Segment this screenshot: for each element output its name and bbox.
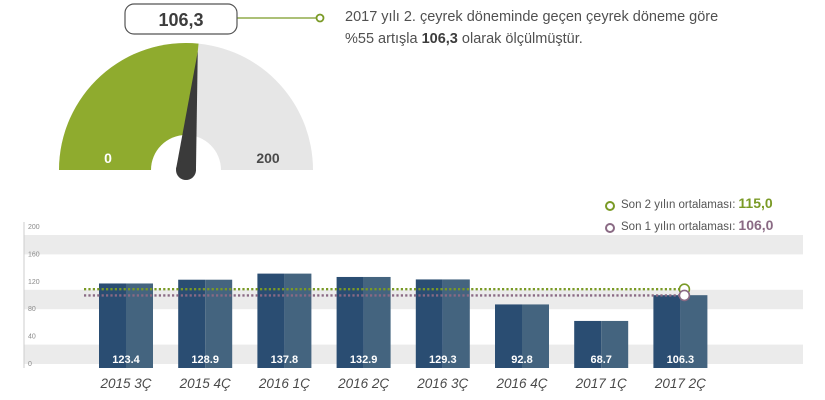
bar: 128.9 [178,279,233,368]
bar-left-face [574,320,602,368]
legend-label-2y: Son 2 yılın ortalaması: [621,199,736,211]
bar-right-face [680,295,708,368]
chart-bars: 123.4 128.9 137.8 132.9 129.3 92.8 68.7 106.3 [99,273,708,368]
bar: 132.9 [336,276,391,368]
x-tick-label: 2015 4Ç [179,376,231,391]
legend-item-1y: Son 1 yılın ortalaması: 106,0 [605,217,773,233]
bar-left-face [495,304,522,368]
legend-marker-1y [605,223,615,233]
x-tick-label: 2017 1Ç [575,376,627,391]
bar-value-label: 128.9 [191,354,219,366]
bar-right-face [601,320,629,368]
gauge: 106,3 0 200 [59,3,325,180]
bar: 106.3 [653,295,708,368]
bar-value-label: 137.8 [271,354,299,366]
bar-value-label: 92.8 [511,354,532,366]
reference-lines [84,283,691,302]
legend-item-2y: Son 2 yılın ortalaması: 115,0 [605,195,773,211]
x-tick-label: 2017 2Ç [654,376,706,391]
bar-right-face [126,283,153,368]
description: 2017 yılı 2. çeyrek döneminde geçen çeyr… [345,6,815,50]
x-tick-label: 2016 4Ç [495,376,547,391]
legend-value-2y: 115,0 [738,195,773,211]
gauge-needle [176,51,198,171]
bar-value-label: 129.3 [429,354,457,366]
bar-value-label: 68.7 [590,354,611,366]
gauge-value-label: 106,3 [158,10,203,30]
bar-right-face [442,279,470,368]
bar: 92.8 [495,304,549,368]
chart-band [24,235,803,255]
callout-dot [315,13,325,23]
y-tick-label: 0 [28,361,32,368]
x-tick-label: 2016 3Ç [416,376,468,391]
description-line-1: 2017 yılı 2. çeyrek döneminde geçen çeyr… [345,9,719,25]
y-tick-label: 200 [28,224,40,231]
description-value: 106,3 [421,31,458,47]
y-tick-label: 160 [28,251,40,258]
y-tick-label: 120 [28,279,40,286]
legend-marker-2y [605,201,615,211]
y-tick-label: 40 [28,334,36,341]
bar-right-face [522,304,549,368]
bar-right-face [284,273,312,368]
bar-value-label: 132.9 [350,354,378,366]
bar: 137.8 [257,273,312,368]
gauge-hub [176,160,196,180]
bar-value-label: 123.4 [112,354,140,366]
legend-label-1y: Son 1 yılın ortalaması: [621,221,736,233]
x-axis-labels: 2015 3Ç 2015 4Ç 2016 1Ç 2016 2Ç 2016 3Ç 2016 … [99,376,706,391]
x-tick-label: 2016 2Ç [337,376,389,391]
description-line-2: %55 artışla 106,3 olarak ölçülmüştür. [345,31,583,47]
bar-left-face [99,283,126,368]
gauge-fill [59,43,199,170]
bar-left-face [653,295,681,368]
gauge-min-label: 0 [104,150,112,166]
bar-right-face [363,276,391,368]
x-tick-label: 2015 3Ç [99,376,151,391]
gauge-max-label: 200 [256,150,280,166]
y-axis-ticks: 0 40 80 120 160 200 [28,224,40,368]
bar-value-label: 106.3 [667,354,695,366]
gauge-value-box [124,3,238,35]
average-line-marker [678,289,691,302]
x-tick-label: 2016 1Ç [258,376,310,391]
bar-right-face [205,279,233,368]
bar-left-face [336,276,364,368]
bar: 129.3 [415,279,470,368]
legend-value-1y: 106,0 [738,217,774,233]
y-tick-label: 80 [28,306,36,313]
bar: 68.7 [574,320,629,368]
bar: 123.4 [99,283,153,368]
